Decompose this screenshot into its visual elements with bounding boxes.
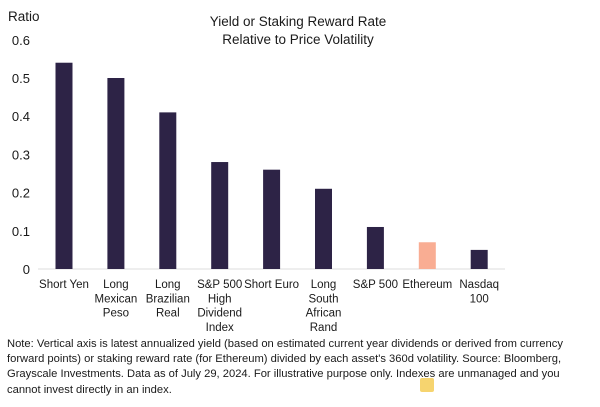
- y-axis-label: Ratio: [8, 9, 40, 24]
- y-tick-label: 0: [23, 262, 30, 277]
- x-tick-label: Real: [156, 308, 180, 320]
- x-tick-label: Nasdaq: [459, 279, 499, 291]
- chart-note: Note: Vertical axis is latest annualized…: [7, 338, 563, 396]
- watermark-logo: [420, 378, 434, 392]
- x-tick-label: Rand: [310, 322, 338, 334]
- y-tick-label: 0.2: [12, 186, 30, 201]
- x-tick-label: Dividend: [197, 308, 242, 320]
- x-tick-label: Short Euro: [244, 279, 299, 291]
- bar-8: [470, 249, 488, 269]
- x-tick-label: Brazilian: [146, 293, 190, 305]
- x-tick-label: S&P 500: [197, 279, 242, 291]
- chart-title-line: Yield or Staking Reward Rate: [210, 14, 387, 29]
- y-tick-label: 0.1: [12, 224, 30, 239]
- x-tick-label: Long: [311, 279, 337, 291]
- y-tick-label: 0.3: [12, 147, 30, 162]
- x-tick-label: Ethereum: [402, 279, 452, 291]
- x-tick-label: South: [308, 293, 338, 305]
- bar-5: [315, 188, 332, 269]
- bar-3: [211, 162, 229, 269]
- x-tick-label: Short Yen: [39, 279, 89, 291]
- x-tick-label: Index: [206, 322, 234, 334]
- watermark-icon: [420, 378, 434, 392]
- bar-2: [159, 112, 177, 269]
- bar-4: [263, 169, 281, 269]
- bar-0: [55, 62, 73, 269]
- x-tick-label: 100: [470, 293, 489, 305]
- bar-6: [366, 226, 384, 269]
- x-tick-label: Long: [103, 279, 129, 291]
- x-tick-label: Long: [155, 279, 181, 291]
- chart-title-line: Relative to Price Volatility: [222, 32, 374, 47]
- y-tick-label: 0.6: [12, 33, 30, 48]
- bar-chart: Ratio Yield or Staking Reward Rate Relativ…: [8, 9, 505, 334]
- x-tick-label: Mexican: [94, 293, 137, 305]
- bar-7: [418, 242, 436, 269]
- x-tick-label: Peso: [103, 308, 129, 320]
- y-tick-label: 0.5: [12, 71, 30, 86]
- x-tick-label: African: [306, 308, 342, 320]
- x-tick-label: S&P 500: [353, 279, 398, 291]
- x-tick-label: High: [208, 293, 232, 305]
- y-tick-label: 0.4: [12, 109, 30, 124]
- bar-1: [107, 78, 125, 269]
